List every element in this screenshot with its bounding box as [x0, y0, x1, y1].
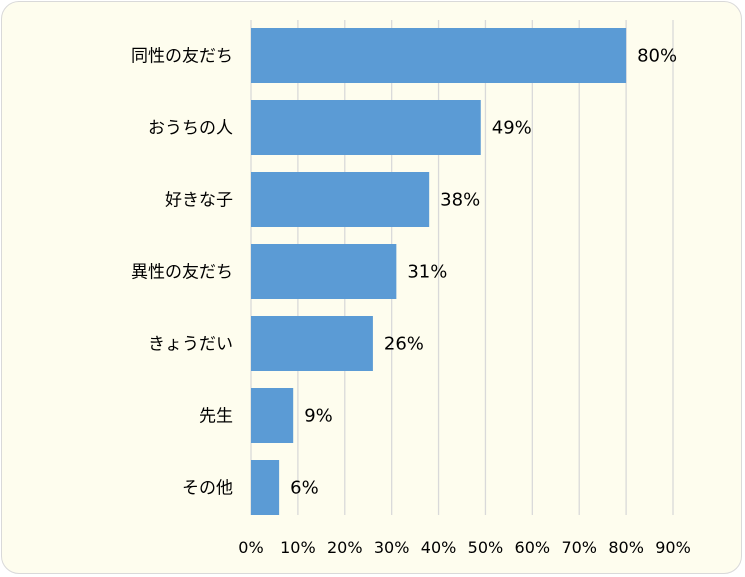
category-label: 好きな子: [165, 191, 233, 211]
bar: [251, 172, 430, 227]
data-label: 26%: [384, 334, 424, 355]
x-tick-label: 20%: [327, 538, 363, 557]
category-label: その他: [182, 479, 233, 499]
data-label: 9%: [304, 406, 333, 427]
value-labels: 80% 49% 38% 31% 26% 9% 6%: [290, 46, 677, 499]
x-tick-label: 40%: [421, 538, 457, 557]
category-label: おうちの人: [148, 119, 233, 139]
data-label: 49%: [492, 118, 532, 139]
data-label: 6%: [290, 478, 319, 499]
x-tick-label: 90%: [655, 538, 691, 557]
bar: [251, 316, 373, 371]
bars: [251, 28, 627, 515]
x-tick-label: 70%: [561, 538, 597, 557]
x-tick-label: 50%: [468, 538, 504, 557]
data-label: 38%: [440, 190, 480, 211]
x-tick-labels: 0% 10% 20% 30% 40% 50% 60% 70% 80% 90%: [238, 538, 690, 557]
category-label: 同性の友だち: [131, 47, 233, 67]
bar: [251, 388, 294, 443]
x-tick-label: 10%: [280, 538, 316, 557]
category-label: 先生: [199, 407, 233, 427]
bar: [251, 100, 481, 155]
x-tick-label: 30%: [374, 538, 410, 557]
bar: [251, 28, 627, 83]
data-label: 31%: [407, 262, 447, 283]
bar: [251, 460, 280, 515]
category-label: きょうだい: [148, 335, 233, 355]
x-tick-label: 60%: [515, 538, 551, 557]
category-label: 異性の友だち: [131, 263, 233, 283]
x-tick-label: 0%: [238, 538, 263, 557]
x-tick-label: 80%: [608, 538, 644, 557]
bar: [251, 244, 397, 299]
data-label: 80%: [637, 46, 677, 67]
